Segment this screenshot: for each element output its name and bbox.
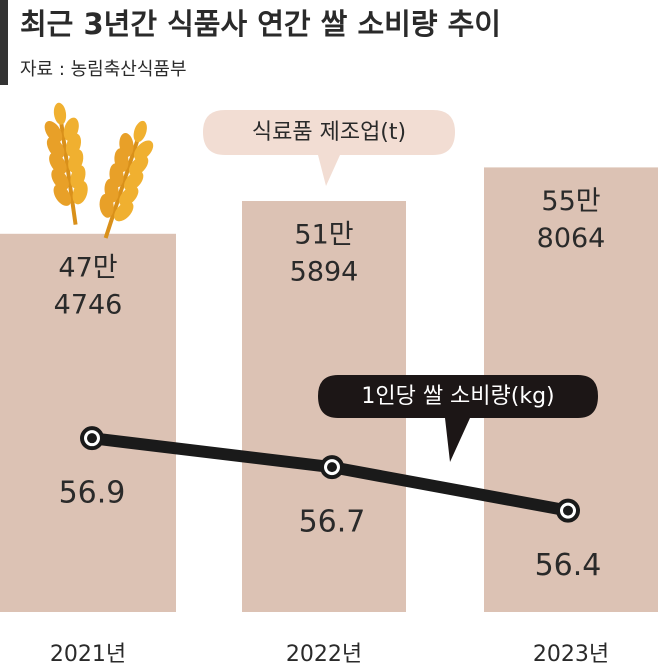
bar-value-label: 55만 bbox=[541, 186, 600, 217]
wheat-grain bbox=[99, 193, 114, 218]
legend-label: 식료품 제조업(t) bbox=[252, 120, 406, 145]
wheat-grain bbox=[128, 155, 149, 176]
wheat-grain bbox=[53, 184, 72, 206]
bar-value-label: 4746 bbox=[54, 289, 123, 320]
wheat-stem bbox=[103, 132, 142, 239]
chart-title: 최근 3년간 식품사 연간 쌀 소비량 추이 bbox=[20, 7, 501, 41]
bar-value-label: 47만 bbox=[58, 252, 117, 283]
wheat-grain bbox=[119, 186, 139, 207]
wheat-stalk bbox=[44, 102, 88, 225]
wheat-grain bbox=[49, 152, 67, 175]
x-tick-label: 2022년 bbox=[286, 642, 362, 667]
chart-subtitle: 자료 : 농림축산식품부 bbox=[20, 59, 187, 80]
legend-label: 1인당 쌀 소비량(kg) bbox=[361, 384, 554, 409]
wheat-grain bbox=[133, 120, 147, 143]
line-value-label: 56.7 bbox=[299, 505, 366, 540]
line-point-dot bbox=[327, 462, 337, 473]
line-value-label: 56.4 bbox=[535, 548, 602, 583]
wheat-grain bbox=[53, 102, 67, 125]
wheat-grain bbox=[114, 201, 134, 222]
wheat-grain bbox=[133, 140, 154, 161]
bar-value-label: 8064 bbox=[537, 223, 606, 254]
line-value-label: 56.9 bbox=[59, 476, 126, 511]
wheat-grain bbox=[51, 168, 69, 191]
title-stripe bbox=[0, 0, 8, 85]
wheat-icon bbox=[44, 102, 154, 239]
bar-value-label: 5894 bbox=[290, 257, 359, 288]
wheat-grain bbox=[72, 181, 88, 205]
wheat-grain bbox=[124, 170, 144, 191]
wheat-grain bbox=[44, 121, 63, 143]
callout-bubble bbox=[318, 375, 598, 462]
x-tick-label: 2023년 bbox=[533, 642, 609, 667]
wheat-stalk bbox=[99, 120, 154, 239]
line-point-dot bbox=[87, 433, 97, 444]
line-point-dot bbox=[563, 505, 573, 516]
wheat-stem bbox=[58, 115, 78, 225]
bar bbox=[0, 233, 176, 612]
bar-value-label: 51만 bbox=[294, 220, 353, 251]
callout-bubble bbox=[203, 110, 455, 186]
x-tick-label: 2021년 bbox=[50, 642, 126, 667]
wheat-grain bbox=[46, 136, 65, 159]
